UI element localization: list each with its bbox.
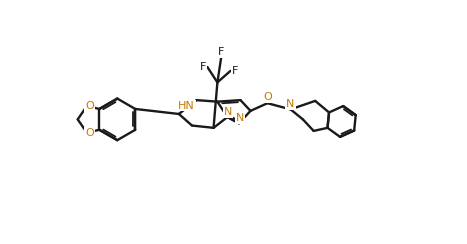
Text: O: O xyxy=(85,128,94,138)
Text: F: F xyxy=(232,66,238,76)
Text: O: O xyxy=(263,92,272,102)
Text: N: N xyxy=(235,113,244,123)
Text: F: F xyxy=(199,62,206,72)
Text: O: O xyxy=(85,101,94,111)
Text: N: N xyxy=(224,107,233,117)
Text: F: F xyxy=(218,47,225,57)
Text: HN: HN xyxy=(178,101,195,111)
Text: N: N xyxy=(286,99,295,109)
